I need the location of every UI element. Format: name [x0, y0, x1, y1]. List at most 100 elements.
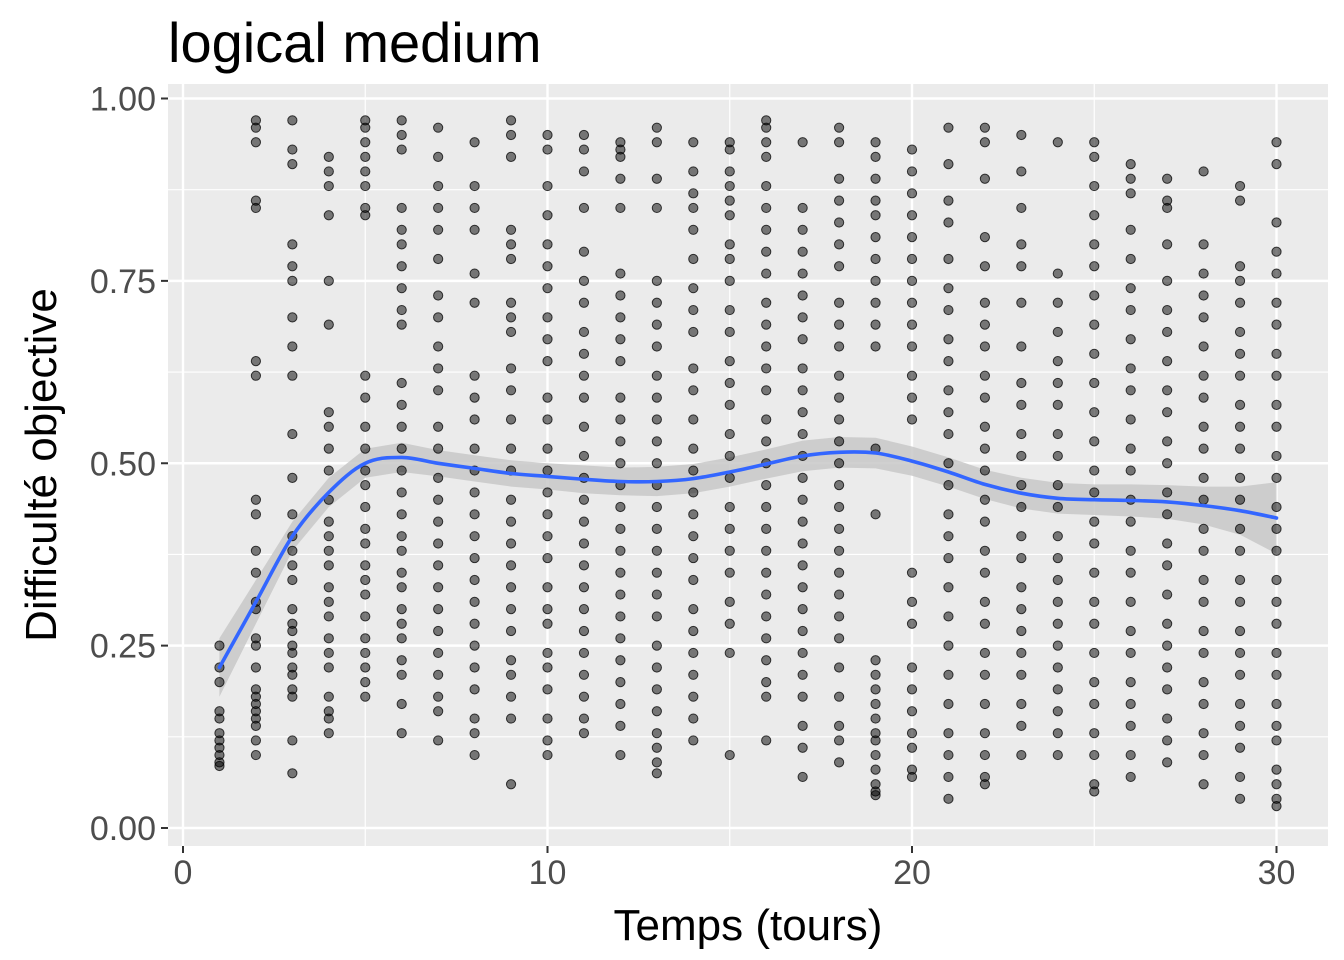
data-point [578, 202, 590, 214]
data-point [1271, 268, 1282, 279]
data-point [761, 523, 772, 535]
data-point [1125, 771, 1136, 783]
data-point [578, 582, 590, 593]
data-point [979, 596, 991, 607]
data-point [433, 735, 444, 746]
data-point [323, 633, 334, 644]
data-point [542, 662, 553, 673]
data-point [323, 516, 334, 527]
data-point [761, 501, 772, 513]
data-point [433, 202, 444, 214]
data-point [979, 137, 991, 148]
data-point [287, 261, 298, 272]
data-point [1234, 771, 1246, 783]
data-point [1052, 749, 1063, 761]
data-point [1271, 647, 1282, 659]
data-point [906, 618, 918, 629]
data-point [360, 574, 371, 586]
data-point [250, 640, 261, 651]
data-point [651, 370, 662, 381]
data-point [323, 275, 334, 286]
data-point [469, 552, 480, 564]
data-point [724, 647, 735, 659]
data-point [1125, 443, 1136, 454]
data-point [1016, 166, 1027, 177]
data-point [542, 647, 553, 659]
data-point [688, 202, 699, 214]
data-point [287, 647, 298, 659]
smooth-line-layer [217, 450, 1279, 670]
data-point [505, 779, 517, 790]
data-point [396, 487, 407, 498]
data-point [761, 180, 772, 192]
data-point [1125, 677, 1136, 688]
data-point [578, 669, 590, 680]
data-point [1125, 647, 1136, 659]
data-point [651, 414, 662, 425]
data-point [834, 137, 845, 148]
data-point [1234, 698, 1246, 710]
data-point [943, 509, 954, 520]
data-point [578, 392, 590, 403]
data-point [469, 297, 480, 308]
data-point [979, 443, 991, 454]
data-point [250, 545, 261, 556]
data-point [688, 625, 699, 637]
data-point [688, 735, 699, 746]
data-point [1052, 480, 1063, 491]
data-point [469, 684, 480, 695]
data-point [1271, 137, 1282, 148]
data-point [542, 261, 553, 272]
data-point [1271, 523, 1282, 535]
data-point [505, 443, 517, 454]
data-point [250, 137, 261, 148]
data-point [651, 640, 662, 651]
data-point [1016, 604, 1027, 615]
data-point [433, 224, 444, 235]
data-point [469, 487, 480, 498]
data-point [834, 611, 845, 622]
data-point [615, 545, 626, 556]
data-point [250, 509, 261, 520]
data-point [1125, 304, 1136, 316]
y-tick-label: 0.00 [90, 810, 156, 848]
data-point [1125, 173, 1136, 184]
data-point [797, 720, 808, 731]
data-point [250, 122, 261, 133]
data-point [469, 509, 480, 520]
data-point [1016, 669, 1027, 680]
data-point [1052, 531, 1063, 542]
data-point [1198, 421, 1209, 432]
data-point [542, 552, 553, 564]
data-point [542, 283, 553, 294]
data-point [1234, 180, 1246, 192]
data-point [250, 749, 261, 761]
data-point [834, 458, 845, 469]
data-point [651, 341, 662, 352]
data-point [615, 677, 626, 688]
data-point [469, 713, 480, 724]
data-point [578, 144, 590, 155]
data-point [979, 465, 991, 476]
data-point [1162, 487, 1173, 498]
data-point [651, 202, 662, 214]
data-point [651, 706, 662, 717]
data-point [1198, 312, 1209, 323]
data-point [834, 414, 845, 425]
data-point [287, 239, 298, 250]
data-point [943, 428, 954, 440]
data-point [396, 618, 407, 629]
data-point [943, 217, 954, 228]
data-point [396, 202, 407, 214]
data-point [323, 180, 334, 192]
data-point [1271, 246, 1282, 257]
data-point [469, 749, 480, 761]
data-point [505, 224, 517, 235]
data-point [870, 713, 881, 724]
data-point [1198, 268, 1209, 279]
data-point [1125, 385, 1136, 396]
data-point [906, 414, 918, 425]
data-point [578, 560, 590, 571]
data-point [578, 129, 590, 141]
data-point [724, 399, 735, 410]
